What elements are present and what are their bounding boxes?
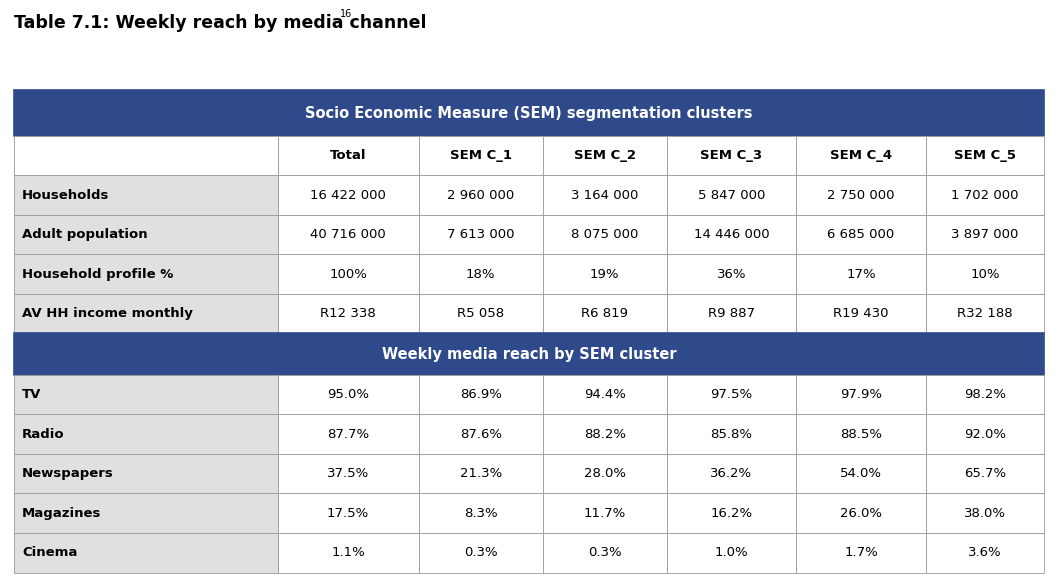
Text: R6 819: R6 819 xyxy=(581,307,628,320)
Text: R5 058: R5 058 xyxy=(457,307,505,320)
Text: 95.0%: 95.0% xyxy=(327,388,369,401)
Text: 97.9%: 97.9% xyxy=(840,388,882,401)
Text: R9 887: R9 887 xyxy=(708,307,755,320)
Text: 92.0%: 92.0% xyxy=(964,428,1006,441)
Text: 0.3%: 0.3% xyxy=(588,546,621,559)
Text: 36%: 36% xyxy=(716,268,746,280)
Text: 3 164 000: 3 164 000 xyxy=(571,188,638,202)
Text: SEM C_4: SEM C_4 xyxy=(831,149,892,162)
Text: 1 702 000: 1 702 000 xyxy=(951,188,1019,202)
Text: Radio: Radio xyxy=(22,428,65,441)
Text: 38.0%: 38.0% xyxy=(964,507,1006,519)
Text: 7 613 000: 7 613 000 xyxy=(446,228,514,241)
Text: 3 897 000: 3 897 000 xyxy=(951,228,1019,241)
Text: 14 446 000: 14 446 000 xyxy=(694,228,769,241)
Text: TV: TV xyxy=(22,388,41,401)
Text: 1.1%: 1.1% xyxy=(331,546,365,559)
Text: Households: Households xyxy=(22,188,110,202)
Text: 2 750 000: 2 750 000 xyxy=(827,188,895,202)
Text: Socio Economic Measure (SEM) segmentation clusters: Socio Economic Measure (SEM) segmentatio… xyxy=(306,106,752,121)
Text: 36.2%: 36.2% xyxy=(710,467,752,480)
Text: 16 422 000: 16 422 000 xyxy=(310,188,386,202)
Text: R32 188: R32 188 xyxy=(957,307,1013,320)
Text: 98.2%: 98.2% xyxy=(964,388,1006,401)
Text: 28.0%: 28.0% xyxy=(584,467,625,480)
Text: 17%: 17% xyxy=(846,268,876,280)
Text: 2 960 000: 2 960 000 xyxy=(448,188,514,202)
Text: 0.3%: 0.3% xyxy=(463,546,497,559)
Text: 88.5%: 88.5% xyxy=(840,428,882,441)
Text: 26.0%: 26.0% xyxy=(840,507,882,519)
Text: Newspapers: Newspapers xyxy=(22,467,114,480)
Text: R12 338: R12 338 xyxy=(321,307,376,320)
Text: 1.0%: 1.0% xyxy=(714,546,748,559)
Text: 94.4%: 94.4% xyxy=(584,388,625,401)
Text: R19 430: R19 430 xyxy=(834,307,889,320)
Text: 11.7%: 11.7% xyxy=(584,507,625,519)
Text: 16: 16 xyxy=(340,9,352,19)
Text: Weekly media reach by SEM cluster: Weekly media reach by SEM cluster xyxy=(382,347,676,361)
Text: 1.7%: 1.7% xyxy=(844,546,878,559)
Text: 21.3%: 21.3% xyxy=(459,467,501,480)
Text: 40 716 000: 40 716 000 xyxy=(310,228,386,241)
Text: SEM C_2: SEM C_2 xyxy=(573,149,636,162)
Text: SEM C_3: SEM C_3 xyxy=(700,149,763,162)
Text: 6 685 000: 6 685 000 xyxy=(827,228,895,241)
Text: 86.9%: 86.9% xyxy=(460,388,501,401)
Text: SEM C_5: SEM C_5 xyxy=(954,149,1016,162)
Text: Magazines: Magazines xyxy=(22,507,102,519)
Text: 8 075 000: 8 075 000 xyxy=(571,228,638,241)
Text: Cinema: Cinema xyxy=(22,546,77,559)
Text: 16.2%: 16.2% xyxy=(710,507,752,519)
Text: 100%: 100% xyxy=(329,268,367,280)
Text: 8.3%: 8.3% xyxy=(463,507,497,519)
Text: 87.6%: 87.6% xyxy=(459,428,501,441)
Text: Total: Total xyxy=(330,149,366,162)
Text: 17.5%: 17.5% xyxy=(327,507,369,519)
Text: 5 847 000: 5 847 000 xyxy=(698,188,765,202)
Text: 37.5%: 37.5% xyxy=(327,467,369,480)
Text: 3.6%: 3.6% xyxy=(968,546,1002,559)
Text: 97.5%: 97.5% xyxy=(710,388,752,401)
Text: 18%: 18% xyxy=(466,268,495,280)
Text: Household profile %: Household profile % xyxy=(22,268,174,280)
Text: 19%: 19% xyxy=(590,268,619,280)
Text: 65.7%: 65.7% xyxy=(964,467,1006,480)
Text: Adult population: Adult population xyxy=(22,228,148,241)
Text: 88.2%: 88.2% xyxy=(584,428,625,441)
Text: 10%: 10% xyxy=(970,268,1000,280)
Text: 85.8%: 85.8% xyxy=(711,428,752,441)
Text: SEM C_1: SEM C_1 xyxy=(450,149,512,162)
Text: 54.0%: 54.0% xyxy=(840,467,882,480)
Text: 87.7%: 87.7% xyxy=(327,428,369,441)
Text: AV HH income monthly: AV HH income monthly xyxy=(22,307,194,320)
Text: Table 7.1: Weekly reach by media channel: Table 7.1: Weekly reach by media channel xyxy=(14,14,426,32)
